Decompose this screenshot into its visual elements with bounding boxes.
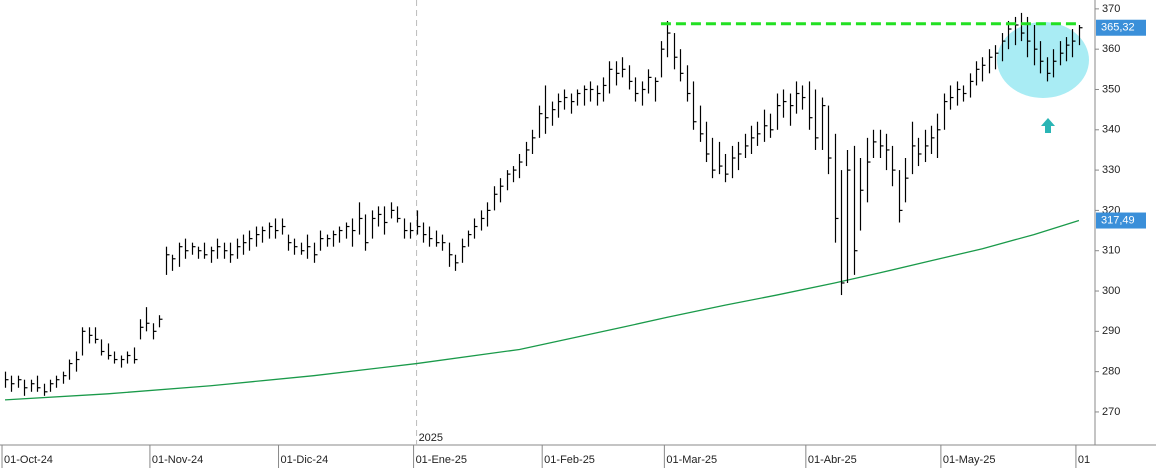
year-label: 2025 xyxy=(419,432,443,444)
y-tick-label: 270 xyxy=(1102,406,1120,418)
y-tick-label: 280 xyxy=(1102,366,1120,378)
y-tick-label: 350 xyxy=(1102,83,1120,95)
x-tick-label: 01-Abr-25 xyxy=(808,454,857,466)
highlight-circle xyxy=(997,22,1089,98)
y-tick-label: 300 xyxy=(1102,285,1120,297)
x-tick-label: 01-May-25 xyxy=(943,454,996,466)
up-arrow xyxy=(1041,118,1055,133)
price-label-box xyxy=(1096,19,1146,36)
x-tick-label: 01-Nov-24 xyxy=(152,454,203,466)
y-tick-label: 340 xyxy=(1102,124,1120,136)
y-tick-label: 310 xyxy=(1102,245,1120,257)
x-tick-label: 01-Oct-24 xyxy=(4,454,53,466)
x-tick-label: 01 xyxy=(1078,454,1090,466)
y-tick-label: 290 xyxy=(1102,325,1120,337)
x-tick-label: 01-Feb-25 xyxy=(544,454,595,466)
x-tick-label: 01-Ene-25 xyxy=(416,454,467,466)
moving-average xyxy=(4,219,1080,401)
x-tick-label: 01-Dic-24 xyxy=(281,454,329,466)
y-tick-label: 330 xyxy=(1102,164,1120,176)
price-label: 365,32 xyxy=(1101,22,1135,34)
y-tick-label: 360 xyxy=(1102,43,1120,55)
price-label-box xyxy=(1096,212,1146,229)
y-tick-label: 370 xyxy=(1102,3,1120,15)
x-tick-label: 01-Mar-25 xyxy=(666,454,717,466)
price-label: 317,49 xyxy=(1101,214,1135,226)
